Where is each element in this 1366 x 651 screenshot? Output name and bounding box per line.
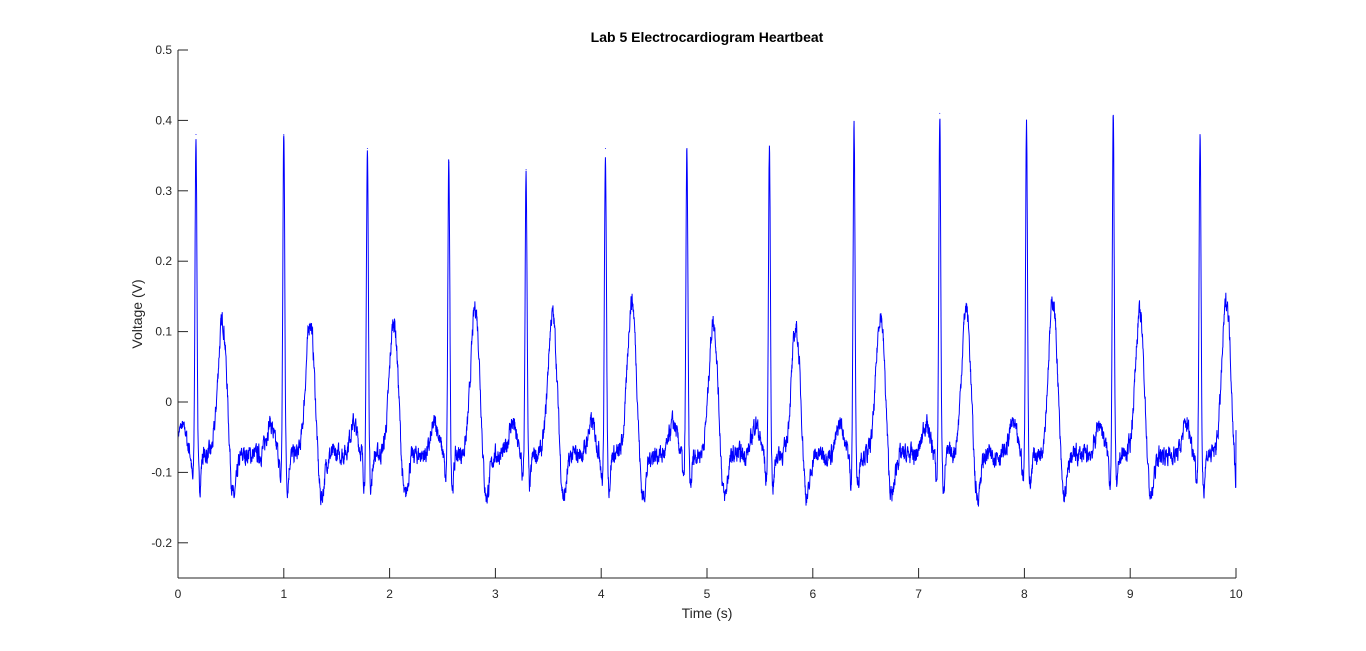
y-axis-label: Voltage (V) — [129, 279, 145, 348]
x-tick-label: 8 — [1021, 587, 1028, 601]
x-tick-label: 2 — [386, 587, 393, 601]
r-peak-point-6 — [604, 148, 606, 150]
r-peak-point-8 — [768, 148, 770, 150]
x-tick-label: 5 — [704, 587, 711, 601]
y-tick-label: 0.2 — [155, 254, 172, 268]
x-tick-label: 9 — [1127, 587, 1134, 601]
x-tick-label: 7 — [915, 587, 922, 601]
x-axis-label: Time (s) — [682, 605, 733, 621]
y-ticks: -0.2 -0.1 0 0.1 0.2 0.3 0.4 0.5 — [151, 43, 188, 550]
r-peak-point-11 — [1026, 119, 1028, 121]
r-peak-point-5 — [525, 169, 527, 171]
x-tick-label: 0 — [175, 587, 182, 601]
y-tick-label: 0.4 — [155, 113, 172, 127]
y-tick-label: -0.1 — [151, 465, 172, 479]
r-peak-point-1 — [195, 133, 197, 135]
x-tick-label: 3 — [492, 587, 499, 601]
y-tick-label: -0.2 — [151, 536, 172, 550]
y-tick-label: 0.1 — [155, 325, 172, 339]
y-tick-label: 0.5 — [155, 43, 172, 57]
r-peak-point-13 — [1199, 133, 1201, 135]
r-peak-point-4 — [448, 162, 450, 164]
y-tick-label: 0 — [165, 395, 172, 409]
y-tick-label: 0.3 — [155, 184, 172, 198]
x-tick-label: 6 — [809, 587, 816, 601]
plot-area: 0 1 2 3 4 5 6 7 8 9 10 -0.2 -0.1 0 0.1 0.2 0.3 0.4 0.5 — [151, 43, 1243, 601]
ecg-series-line — [177, 114, 1237, 507]
r-peak-point-7 — [686, 148, 688, 150]
x-tick-label: 10 — [1229, 587, 1243, 601]
chart-title: Lab 5 Electrocardiogram Heartbeat — [591, 29, 824, 45]
x-tick-label: 1 — [280, 587, 287, 601]
x-ticks: 0 1 2 3 4 5 6 7 8 9 10 — [175, 568, 1243, 601]
r-peak-point-10 — [939, 112, 941, 114]
r-peak-point-12 — [1112, 119, 1114, 121]
r-peak-point-3 — [366, 148, 368, 150]
series-layer — [177, 112, 1237, 507]
r-peak-point-2 — [283, 133, 285, 135]
x-tick-label: 4 — [598, 587, 605, 601]
r-peak-point-9 — [853, 126, 855, 128]
